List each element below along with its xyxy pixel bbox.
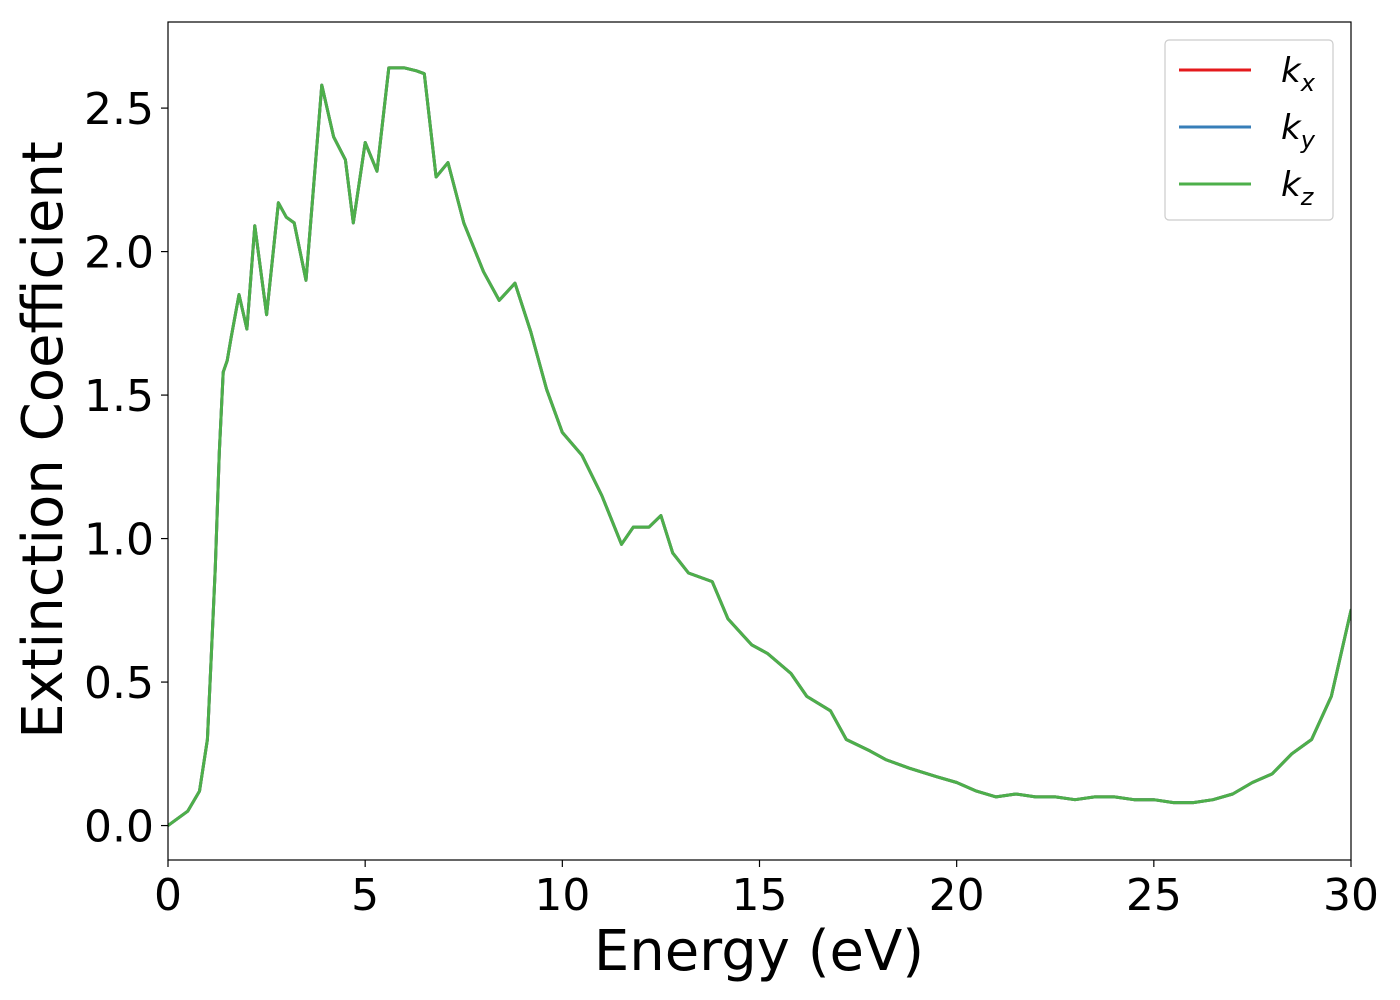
x-tick-label: 25 (1126, 870, 1182, 921)
x-axis-ticks: 0 5 10 15 20 25 30 (154, 860, 1379, 921)
plot-background (168, 22, 1351, 860)
plot-area (167, 21, 1352, 861)
legend-label: ky (1281, 108, 1316, 154)
x-tick-label: 20 (929, 870, 985, 921)
y-axis-ticks: 0.0 0.5 1.0 1.5 2.0 2.5 (84, 84, 168, 853)
y-tick-label: 0.5 (84, 658, 154, 709)
x-tick-label: 5 (351, 870, 379, 921)
legend-box (1164, 39, 1334, 221)
x-axis-label: Energy (eV) (594, 919, 924, 984)
x-tick-label: 10 (534, 870, 590, 921)
y-tick-label: 1.0 (84, 515, 154, 566)
y-tick-label: 2.0 (84, 228, 154, 279)
y-tick-label: 0.0 (84, 802, 154, 853)
x-tick-label: 0 (154, 870, 182, 921)
legend-label: kz (1281, 165, 1315, 211)
x-tick-label: 15 (732, 870, 788, 921)
x-tick-label: 30 (1323, 870, 1379, 921)
y-tick-label: 2.5 (84, 84, 154, 135)
series-lines (168, 66, 1351, 828)
y-axis-label: Extinction Coefficient (11, 141, 76, 739)
y-tick-label: 1.5 (84, 371, 154, 422)
legend-label: kx (1281, 51, 1316, 97)
legend: kx ky kz (1164, 39, 1334, 221)
series-line-kz (168, 66, 1351, 828)
